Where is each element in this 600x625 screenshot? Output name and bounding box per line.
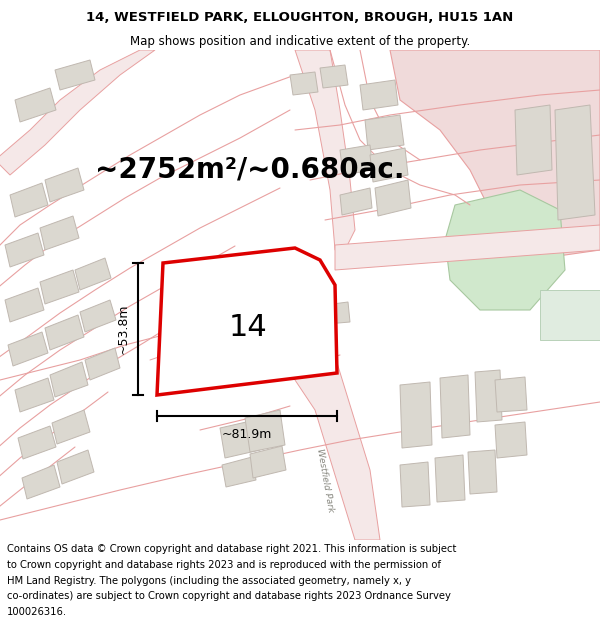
Polygon shape bbox=[390, 50, 600, 260]
Polygon shape bbox=[220, 420, 260, 458]
Polygon shape bbox=[375, 180, 411, 216]
Text: co-ordinates) are subject to Crown copyright and database rights 2023 Ordnance S: co-ordinates) are subject to Crown copyr… bbox=[7, 591, 451, 601]
Polygon shape bbox=[440, 375, 470, 438]
Polygon shape bbox=[50, 362, 88, 397]
Polygon shape bbox=[5, 288, 44, 322]
Polygon shape bbox=[245, 410, 285, 452]
Text: 14, WESTFIELD PARK, ELLOUGHTON, BROUGH, HU15 1AN: 14, WESTFIELD PARK, ELLOUGHTON, BROUGH, … bbox=[86, 11, 514, 24]
Text: Westfield Park: Westfield Park bbox=[315, 448, 335, 512]
Polygon shape bbox=[515, 105, 552, 175]
Polygon shape bbox=[8, 332, 48, 366]
Text: ~81.9m: ~81.9m bbox=[222, 428, 272, 441]
Polygon shape bbox=[340, 145, 373, 175]
Polygon shape bbox=[15, 378, 54, 412]
Polygon shape bbox=[340, 188, 372, 215]
Polygon shape bbox=[52, 410, 90, 444]
Polygon shape bbox=[360, 80, 398, 110]
Text: Contains OS data © Crown copyright and database right 2021. This information is : Contains OS data © Crown copyright and d… bbox=[7, 544, 457, 554]
Polygon shape bbox=[475, 370, 502, 422]
Polygon shape bbox=[22, 465, 60, 499]
Polygon shape bbox=[0, 50, 155, 175]
Text: 100026316.: 100026316. bbox=[7, 607, 67, 617]
Polygon shape bbox=[55, 60, 95, 90]
Text: ~2752m²/~0.680ac.: ~2752m²/~0.680ac. bbox=[95, 156, 404, 184]
Polygon shape bbox=[540, 290, 600, 340]
Polygon shape bbox=[222, 457, 256, 487]
Text: 14: 14 bbox=[229, 314, 268, 342]
Polygon shape bbox=[75, 258, 111, 290]
Polygon shape bbox=[85, 348, 120, 380]
Polygon shape bbox=[80, 300, 116, 332]
Polygon shape bbox=[285, 340, 380, 540]
Polygon shape bbox=[250, 446, 286, 478]
Polygon shape bbox=[320, 65, 348, 88]
Polygon shape bbox=[290, 72, 318, 95]
Text: ~53.8m: ~53.8m bbox=[117, 304, 130, 354]
Polygon shape bbox=[157, 248, 337, 395]
Polygon shape bbox=[57, 450, 94, 484]
Polygon shape bbox=[435, 455, 465, 502]
Polygon shape bbox=[325, 302, 350, 324]
Polygon shape bbox=[5, 233, 44, 267]
Polygon shape bbox=[45, 168, 84, 202]
Polygon shape bbox=[495, 377, 527, 412]
Polygon shape bbox=[15, 88, 56, 122]
Polygon shape bbox=[365, 115, 404, 150]
Polygon shape bbox=[445, 190, 565, 310]
Text: to Crown copyright and database rights 2023 and is reproduced with the permissio: to Crown copyright and database rights 2… bbox=[7, 560, 441, 570]
Polygon shape bbox=[295, 50, 355, 250]
Polygon shape bbox=[370, 148, 408, 182]
Polygon shape bbox=[40, 216, 79, 250]
Text: HM Land Registry. The polygons (including the associated geometry, namely x, y: HM Land Registry. The polygons (includin… bbox=[7, 576, 411, 586]
Polygon shape bbox=[555, 105, 595, 220]
Polygon shape bbox=[18, 426, 56, 459]
Polygon shape bbox=[10, 183, 48, 217]
Polygon shape bbox=[40, 270, 79, 304]
Polygon shape bbox=[400, 462, 430, 507]
Polygon shape bbox=[400, 382, 432, 448]
Polygon shape bbox=[468, 450, 497, 494]
Polygon shape bbox=[45, 315, 84, 350]
Polygon shape bbox=[335, 225, 600, 270]
Polygon shape bbox=[495, 422, 527, 458]
Text: Map shows position and indicative extent of the property.: Map shows position and indicative extent… bbox=[130, 35, 470, 48]
